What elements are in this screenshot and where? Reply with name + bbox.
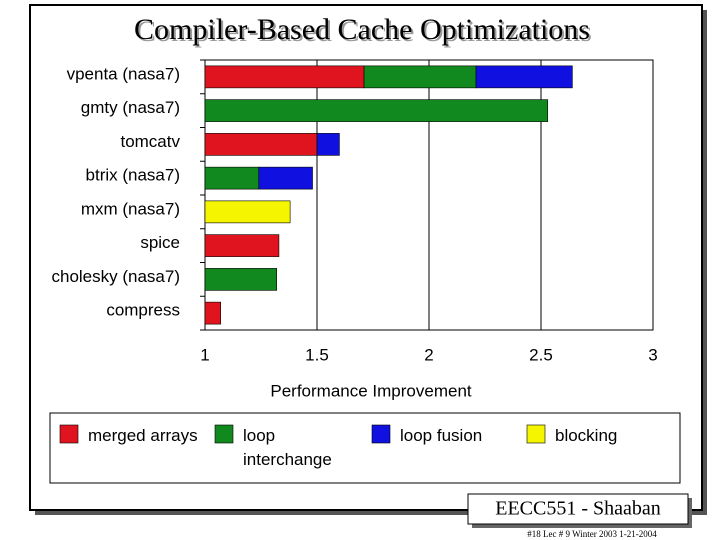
legend-label: merged arrays [88, 426, 198, 445]
legend-frame [49, 412, 681, 484]
bar-segment [204, 301, 221, 325]
title: Compiler-Based Cache Optimizations [134, 13, 590, 46]
footer-slide: #18 Lec # 9 Winter 2003 1-21-2004 [527, 529, 657, 539]
x-axis-label: Performance Improvement [270, 381, 472, 400]
y-tick-label: gmty (nasa7) [81, 98, 180, 117]
legend-swatch [371, 424, 391, 444]
legend-label: blocking [555, 426, 618, 445]
bar-segment [204, 99, 549, 122]
bar-segment [363, 65, 477, 89]
bar-segment [204, 200, 291, 224]
y-tick-label: tomcatv [120, 132, 180, 151]
x-tick-label: 1 [200, 345, 209, 364]
bar-segment [204, 268, 277, 291]
bar-segment [258, 166, 313, 190]
x-tick-label: 1.5 [305, 345, 329, 364]
footer-box [467, 493, 689, 525]
y-tick-label: mxm (nasa7) [81, 199, 180, 218]
x-tick-label: 2.5 [529, 345, 553, 364]
y-tick-label: compress [106, 301, 180, 320]
y-tick-label: spice [140, 233, 180, 252]
y-tick-label: cholesky (nasa7) [51, 267, 180, 286]
legend-swatch [214, 424, 234, 444]
y-tick-label: btrix (nasa7) [86, 166, 180, 185]
legend-swatch [59, 424, 79, 444]
frame [29, 4, 703, 511]
bar-segment [204, 166, 260, 190]
title-shadow: Compiler-Based Cache Optimizations [136, 15, 592, 48]
bar-segment [204, 133, 318, 156]
x-tick-label: 3 [648, 345, 657, 364]
legend-label: loop fusion [400, 426, 483, 445]
bar-segment [475, 65, 573, 89]
bar-segment [316, 133, 340, 156]
y-tick-label: vpenta (nasa7) [67, 64, 180, 83]
x-tick-label: 2 [424, 345, 433, 364]
legend-swatch [526, 424, 546, 444]
legend-label: loop interchange [243, 426, 332, 469]
bar-segment [204, 65, 365, 89]
footer-course: EECC551 - Shaaban [495, 498, 661, 520]
bar-segment [204, 234, 280, 257]
